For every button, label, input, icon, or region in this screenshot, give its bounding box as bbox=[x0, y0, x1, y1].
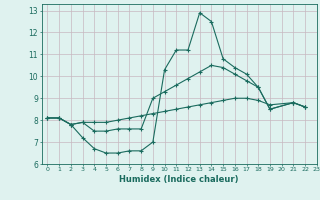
X-axis label: Humidex (Indice chaleur): Humidex (Indice chaleur) bbox=[119, 175, 239, 184]
